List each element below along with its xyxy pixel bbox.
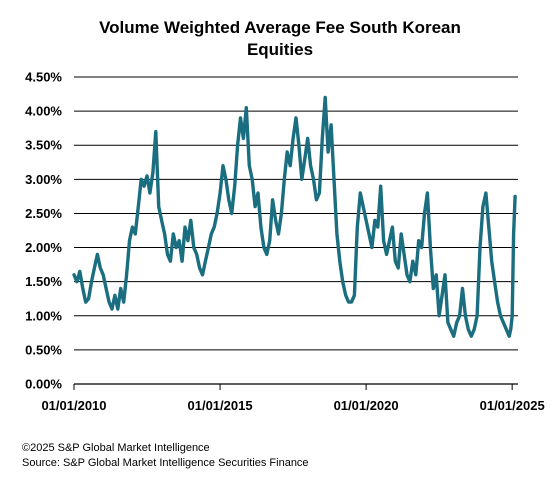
y-tick-label: 1.00%	[25, 308, 62, 323]
y-tick-label: 3.00%	[25, 172, 62, 187]
x-axis-ticks: 01/01/2010 01/01/2015 01/01/2020 01/01/2025	[41, 384, 545, 413]
x-tick-label: 01/01/2015	[188, 398, 253, 413]
y-tick-label: 4.50%	[25, 70, 62, 85]
x-tick-label: 01/01/2010	[41, 398, 106, 413]
series-line	[72, 95, 517, 338]
y-axis-ticks: 0.00% 0.50% 1.00% 1.50% 2.00% 2.50% 3.00% 3.50%…	[25, 70, 62, 392]
line-chart: Volume Weighted Average Fee South Korean…	[25, 18, 545, 413]
copyright-text: ©2025 S&P Global Market Intelligence	[22, 442, 210, 454]
x-tick-label: 01/01/2025	[480, 398, 545, 413]
y-tick-label: 4.00%	[25, 104, 62, 119]
x-tick-label: 01/01/2020	[334, 398, 399, 413]
source-text: Source: S&P Global Market Intelligence S…	[22, 457, 309, 469]
y-tick-label: 3.50%	[25, 138, 62, 153]
y-tick-label: 2.50%	[25, 206, 62, 221]
y-tick-label: 0.50%	[25, 342, 62, 357]
y-tick-label: 0.00%	[25, 377, 62, 392]
y-tick-label: 2.00%	[25, 240, 62, 255]
y-tick-label: 1.50%	[25, 274, 62, 289]
chart-title-line-1: Volume Weighted Average Fee South Korean	[99, 18, 461, 37]
chart-title-line-2: Equities	[247, 40, 313, 59]
